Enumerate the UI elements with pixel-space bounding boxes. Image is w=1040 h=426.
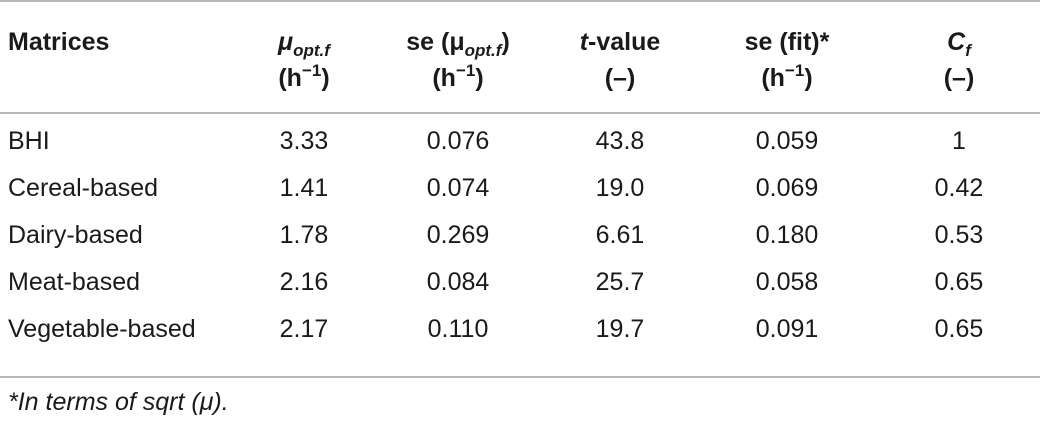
cell-mu: 1.78	[279, 221, 329, 249]
t-italic: t	[579, 28, 589, 56]
header-cf-label: Cf	[878, 24, 1040, 60]
cf-subscript: f	[965, 41, 971, 60]
se-mu-suffix: )	[501, 28, 510, 56]
header-se-fit-label: se (fit)*	[696, 24, 878, 60]
cell-t-value: 6.61	[595, 221, 645, 249]
mu-subscript: opt.f	[293, 41, 330, 60]
unit-sup: −1	[301, 61, 322, 80]
cell-se-mu: 0.110	[427, 315, 489, 343]
se-mu-prefix: se (μ	[406, 28, 465, 56]
cell-t-value: 43.8	[595, 127, 645, 155]
mu-symbol: μ	[278, 28, 294, 56]
cell-se-fit: 0.069	[755, 174, 819, 202]
cell-mu: 3.33	[279, 127, 329, 155]
table-row: Cereal-based 1.41 0.074 19.0 0.069 0.42	[0, 165, 1040, 212]
header-t-value: t-value (–)	[544, 0, 696, 112]
se-fit-label: se (fit)*	[744, 28, 830, 56]
header-se-mu-label: se (μopt.f)	[372, 24, 544, 60]
cell-matrix: Dairy-based	[8, 221, 143, 249]
cell-cf: 0.65	[934, 315, 984, 343]
cell-mu: 2.17	[279, 315, 329, 343]
unit-end: )	[804, 64, 813, 92]
table-header: Matrices μopt.f (h−1) se (μopt.f) (h−1) …	[0, 0, 1040, 112]
table-row: Vegetable-based 2.17 0.110 19.7 0.091 0.…	[0, 306, 1040, 353]
results-table: Matrices μopt.f (h−1) se (μopt.f) (h−1) …	[0, 0, 1040, 353]
table-top-rule	[0, 0, 1040, 2]
cell-se-fit: 0.058	[755, 268, 819, 296]
header-mu-opt-unit: (h−1)	[236, 60, 372, 96]
cell-se-mu: 0.074	[426, 174, 490, 202]
table-row: BHI 3.33 0.076 43.8 0.059 1	[0, 112, 1040, 165]
unit-text: (h	[761, 64, 785, 92]
header-se-mu-unit: (h−1)	[372, 60, 544, 96]
table-row: Meat-based 2.16 0.084 25.7 0.058 0.65	[0, 259, 1040, 306]
cell-se-mu: 0.269	[426, 221, 490, 249]
unit-text: (h	[278, 64, 302, 92]
header-row: Matrices μopt.f (h−1) se (μopt.f) (h−1) …	[0, 0, 1040, 112]
header-cf: Cf (–)	[878, 0, 1040, 112]
cell-cf: 1	[952, 127, 966, 155]
t-rest: -value	[588, 28, 661, 56]
cf-symbol: C	[947, 28, 966, 56]
se-mu-subscript: opt.f	[464, 41, 502, 60]
cell-cf: 0.42	[934, 174, 984, 202]
cell-t-value: 19.0	[595, 174, 645, 202]
cell-se-mu: 0.084	[426, 268, 490, 296]
unit-text: (–)	[943, 64, 975, 92]
header-se-fit-unit: (h−1)	[696, 60, 878, 96]
cell-se-fit: 0.091	[755, 315, 819, 343]
header-matrices-label: Matrices	[8, 28, 110, 56]
cell-se-mu: 0.076	[426, 127, 490, 155]
header-mu-opt: μopt.f (h−1)	[236, 0, 372, 112]
cell-t-value: 19.7	[595, 315, 645, 343]
cell-se-fit: 0.059	[755, 127, 819, 155]
table-header-rule	[0, 112, 1040, 114]
cell-cf: 0.53	[934, 221, 984, 249]
table-body: BHI 3.33 0.076 43.8 0.059 1 Cereal-based…	[0, 112, 1040, 353]
cell-matrix: Cereal-based	[8, 174, 159, 202]
table-footnote: *In terms of sqrt (μ).	[8, 388, 229, 416]
cell-mu: 1.41	[279, 174, 329, 202]
header-cf-unit: (–)	[878, 60, 1040, 96]
unit-end: )	[475, 64, 484, 92]
header-matrices: Matrices	[0, 0, 236, 112]
header-se-fit: se (fit)* (h−1)	[696, 0, 878, 112]
cell-matrix: Vegetable-based	[8, 315, 196, 343]
unit-text: (h	[432, 64, 456, 92]
unit-end: )	[321, 64, 330, 92]
unit-sup: −1	[455, 61, 476, 80]
header-se-mu: se (μopt.f) (h−1)	[372, 0, 544, 112]
header-t-value-label: t-value	[544, 24, 696, 60]
table-bottom-rule	[0, 376, 1040, 378]
cell-cf: 0.65	[934, 268, 984, 296]
unit-sup: −1	[784, 61, 805, 80]
table-row: Dairy-based 1.78 0.269 6.61 0.180 0.53	[0, 212, 1040, 259]
cell-se-fit: 0.180	[755, 221, 819, 249]
cell-matrix: BHI	[8, 127, 50, 155]
cell-t-value: 25.7	[595, 268, 645, 296]
unit-text: (–)	[604, 64, 636, 92]
header-t-value-unit: (–)	[544, 60, 696, 96]
cell-matrix: Meat-based	[8, 268, 141, 296]
header-mu-opt-label: μopt.f	[236, 24, 372, 60]
cell-mu: 2.16	[279, 268, 329, 296]
